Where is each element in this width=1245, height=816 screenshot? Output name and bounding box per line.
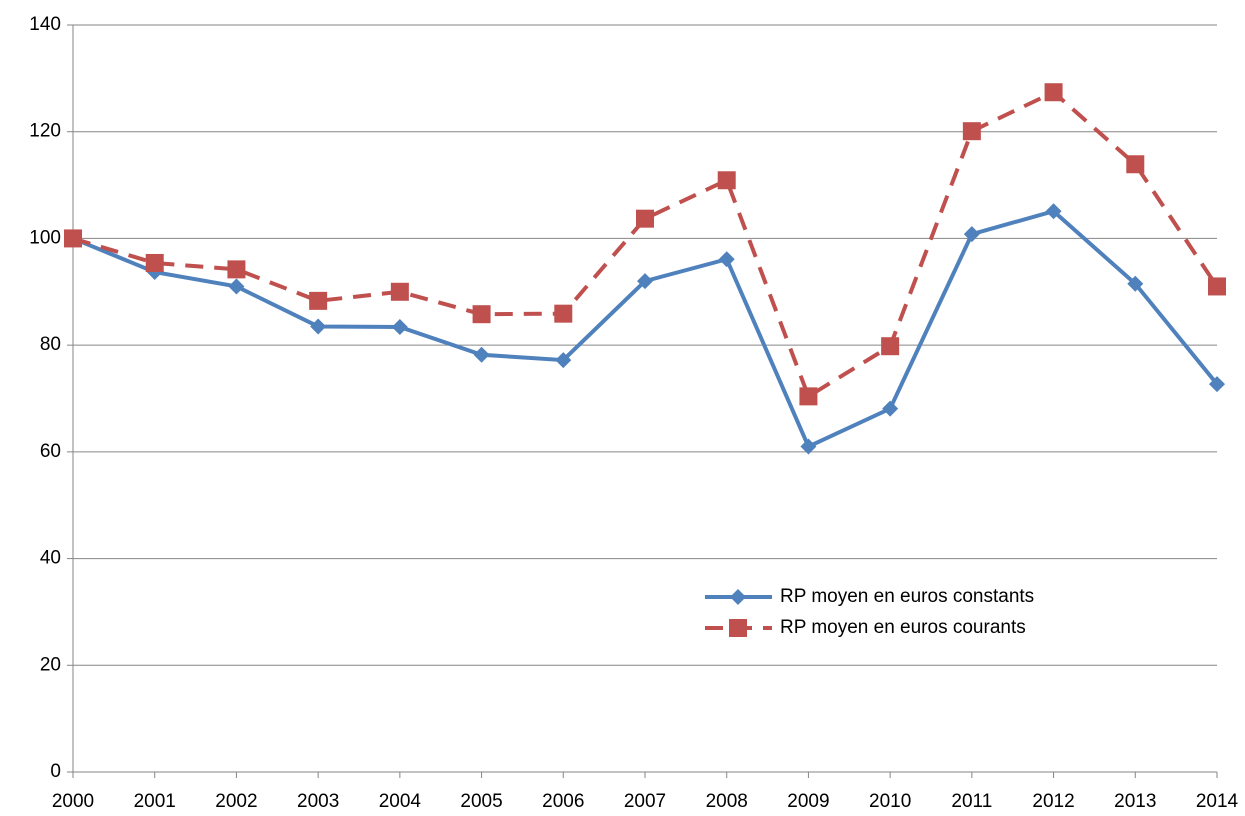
point: [1127, 275, 1144, 292]
x-tick-label: 2003: [297, 791, 339, 812]
x-tick-label: 2013: [1114, 791, 1156, 812]
x-tick-label: 2012: [1032, 791, 1074, 812]
point: [800, 438, 817, 455]
point: [390, 282, 409, 301]
x-tick-label: 2010: [869, 791, 911, 812]
point: [555, 352, 572, 369]
y-tick-label: 80: [40, 334, 61, 355]
point: [962, 122, 981, 141]
y-tick-label: 140: [29, 14, 61, 35]
series-line: [72, 208, 1219, 450]
x-tick-label: 2008: [706, 791, 748, 812]
point: [472, 305, 491, 324]
point: [963, 226, 980, 243]
y-tick-label: 20: [40, 654, 61, 675]
y-tick-label: 120: [29, 121, 61, 142]
point: [799, 387, 818, 406]
y-tick-label: 60: [40, 441, 61, 462]
x-tick-label: 2007: [624, 791, 666, 812]
y-tick-label: 40: [40, 548, 61, 569]
point: [637, 273, 653, 290]
x-tick-label: 2009: [787, 791, 829, 812]
point: [636, 209, 654, 228]
point: [718, 251, 735, 268]
point: [64, 229, 82, 248]
x-tick-label: 2002: [215, 791, 257, 812]
point: [1126, 155, 1145, 174]
point: [473, 346, 490, 363]
y-tick-label: 100: [29, 227, 61, 248]
point: [227, 260, 246, 279]
series-line: [72, 89, 1219, 400]
point: [310, 318, 327, 335]
point: [717, 171, 736, 190]
legend-label: RP moyen en euros courants: [780, 617, 1026, 638]
point: [881, 337, 900, 356]
x-tick-label: 2004: [379, 791, 422, 812]
x-tick-label: 2011: [951, 791, 992, 812]
x-tick-label: 2014: [1196, 791, 1239, 812]
point: [1209, 376, 1225, 393]
y-tick-label: 0: [50, 761, 61, 782]
x-tick-label: 2006: [542, 791, 584, 812]
point: [309, 291, 328, 310]
point: [882, 400, 899, 417]
x-tick-label: 2005: [460, 791, 502, 812]
point: [554, 304, 573, 323]
point: [1208, 277, 1226, 296]
legend-marker: [730, 589, 746, 605]
x-tick-label: 2000: [52, 791, 94, 812]
point: [228, 278, 245, 295]
legend-marker: [729, 619, 747, 637]
point: [1045, 203, 1062, 220]
point: [1044, 83, 1063, 102]
point: [145, 253, 164, 272]
x-tick-label: 2001: [134, 791, 176, 812]
legend-label: RP moyen en euros constants: [780, 586, 1034, 607]
point: [391, 319, 408, 336]
